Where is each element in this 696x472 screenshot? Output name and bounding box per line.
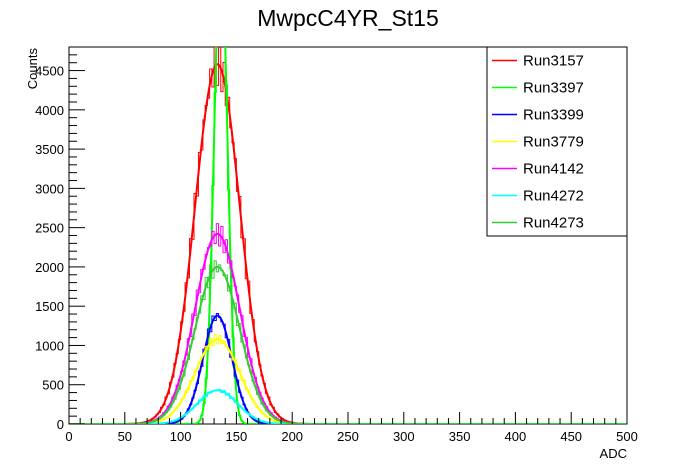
y-tick-label: 1500	[35, 299, 64, 314]
y-tick-label: 2000	[35, 260, 64, 275]
y-tick-label: 3500	[35, 142, 64, 157]
series-Run4272-fit	[69, 389, 627, 424]
y-tick-label: 3000	[35, 181, 64, 196]
y-tick-label: 4500	[35, 64, 64, 79]
series-Run3399-histogram	[69, 312, 627, 424]
series-Run4142-fit	[69, 232, 627, 424]
chart-title: MwpcC4YR_St15	[257, 5, 439, 31]
series-Run4273-histogram	[69, 260, 627, 424]
x-tick-label: 200	[281, 429, 303, 444]
legend-entry-label: Run4142	[523, 161, 584, 178]
x-tick-label: 350	[449, 429, 471, 444]
y-tick-label: 1000	[35, 338, 64, 353]
x-tick-label: 300	[393, 429, 415, 444]
y-axis: 0 500 1000 1500 2000 2500 3000 3500 4000 4500	[35, 46, 85, 432]
x-tick-label: 400	[505, 429, 527, 444]
legend: Run3157 Run3397 Run3399 Run3779 Run4142 Run42…	[486, 46, 628, 237]
x-tick-label: 150	[226, 429, 248, 444]
y-tick-label: 500	[42, 378, 64, 393]
series-Run3779-histogram	[69, 334, 627, 424]
x-tick-label: 500	[616, 429, 638, 444]
x-tick-label: 100	[170, 429, 192, 444]
legend-entry-label: Run3157	[523, 53, 584, 70]
x-axis-label: ADC	[600, 446, 627, 461]
series-Run3399-fit	[69, 314, 627, 424]
legend-entry-label: Run3397	[523, 80, 584, 97]
series-Run4273-fit	[69, 265, 627, 424]
legend-entry-label: Run4272	[523, 188, 584, 205]
x-tick-label: 250	[337, 429, 359, 444]
y-tick-label: 2500	[35, 221, 64, 236]
x-tick-label: 50	[118, 429, 132, 444]
y-axis-label: Counts	[25, 48, 40, 90]
series-Run3779-fit	[69, 338, 627, 424]
x-tick-label: 450	[560, 429, 582, 444]
legend-entry-label: Run3779	[523, 134, 584, 151]
legend-entry-label: Run3399	[523, 107, 584, 124]
x-axis: 0 50 100 150 200 250 300 350 400 450 500	[65, 412, 638, 444]
legend-entry-label: Run4273	[523, 215, 584, 232]
x-tick-label: 0	[65, 429, 72, 444]
y-tick-label: 0	[57, 417, 64, 432]
series-Run3157-fit	[69, 63, 627, 424]
y-tick-label: 4000	[35, 103, 64, 118]
series-Run4142-histogram	[69, 223, 627, 424]
